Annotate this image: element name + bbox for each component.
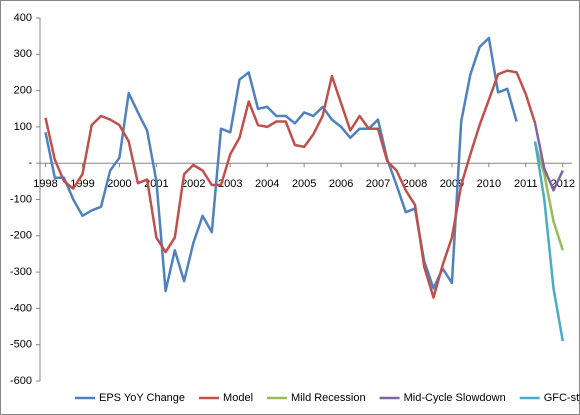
y-tick-label: 100 — [14, 121, 32, 133]
x-tick-label: 2004 — [255, 178, 279, 190]
legend-label: GFC-style Hard Landing — [544, 392, 580, 404]
x-tick-label: 1999 — [70, 178, 94, 190]
y-tick-label: 300 — [14, 48, 32, 60]
x-tick-label: 1998 — [33, 178, 57, 190]
x-tick-label: 2010 — [477, 178, 501, 190]
series-line — [533, 142, 564, 251]
y-tick-label: -200 — [10, 230, 32, 242]
x-tick-label: 2007 — [366, 178, 390, 190]
x-tick-label: 2002 — [181, 178, 205, 190]
series-line — [533, 123, 564, 192]
y-tick-label: -500 — [10, 339, 32, 351]
y-tick-label: -400 — [10, 302, 32, 314]
legend-label: Mild Recession — [291, 392, 366, 404]
legend-label: Mid-Cycle Slowdown — [404, 392, 506, 404]
x-tick-label: 2005 — [292, 178, 316, 190]
series-line — [44, 69, 537, 299]
series-line — [533, 141, 565, 342]
x-tick-label: 2008 — [403, 178, 427, 190]
legend-label: Model — [223, 392, 253, 404]
y-tick-label: - — [28, 157, 32, 169]
x-tick-label: 2011 — [514, 178, 538, 190]
x-tick-label: 2003 — [218, 178, 242, 190]
y-tick-label: -300 — [10, 266, 32, 278]
legend-label: EPS YoY Change — [99, 392, 185, 404]
y-tick-label: -600 — [10, 375, 32, 387]
y-tick-label: 200 — [14, 85, 32, 97]
x-tick-label: 2000 — [107, 178, 131, 190]
x-tick-label: 2006 — [329, 178, 353, 190]
y-tick-label: 400 — [14, 12, 32, 24]
y-tick-label: -100 — [10, 193, 32, 205]
